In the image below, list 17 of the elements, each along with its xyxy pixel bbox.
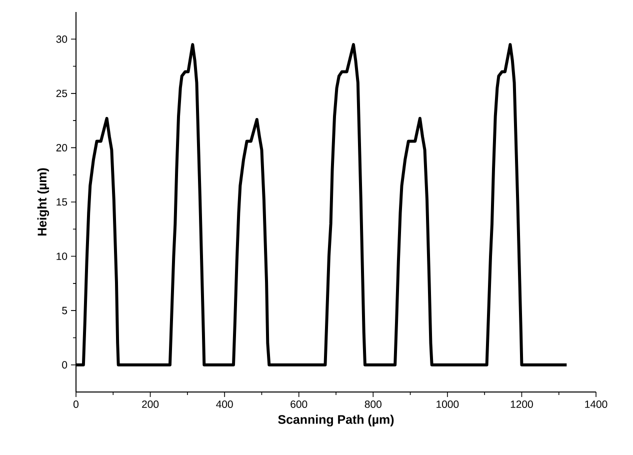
- x-tick-label: 600: [290, 400, 308, 408]
- y-axis-title: Height (µm): [37, 168, 50, 236]
- x-axis-title: Scanning Path (µm): [278, 414, 394, 426]
- y-tick-label: 20: [56, 144, 68, 152]
- y-tick-label: 0: [62, 361, 68, 369]
- x-tick-label: 1400: [585, 400, 608, 408]
- y-tick-label: 25: [56, 90, 68, 98]
- x-tick-label: 0: [73, 400, 78, 408]
- y-tick-label: 5: [62, 306, 68, 314]
- y-tick-label: 15: [56, 198, 68, 206]
- x-tick-label: 400: [216, 400, 233, 408]
- x-tick-label: 1200: [510, 400, 533, 408]
- x-tick-label: 200: [142, 400, 159, 408]
- x-tick-label: 800: [364, 400, 382, 408]
- x-tick-label: 1000: [436, 400, 459, 408]
- y-tick-label: 10: [56, 252, 68, 260]
- y-tick-label: 30: [56, 35, 68, 43]
